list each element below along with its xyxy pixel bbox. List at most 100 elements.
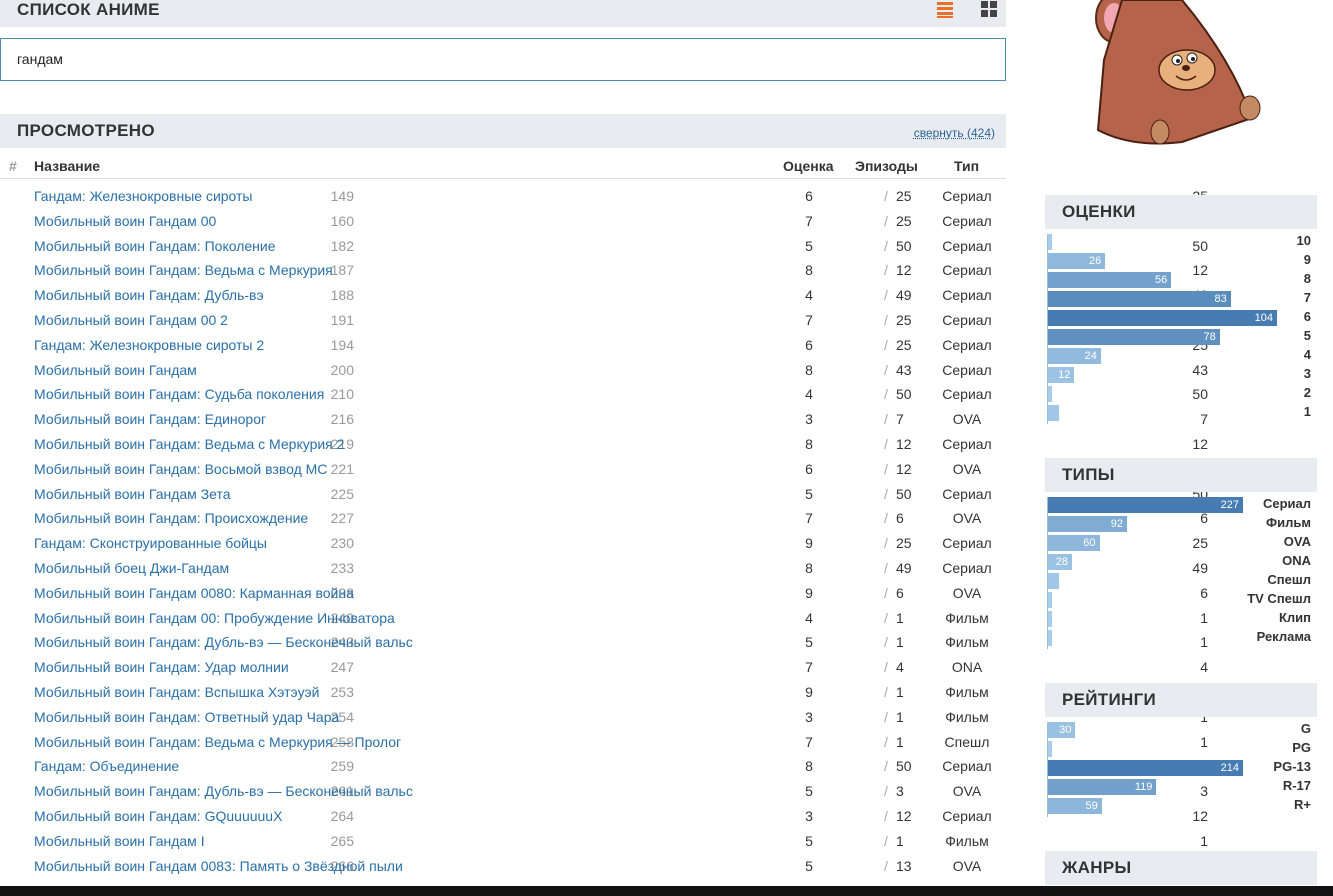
- score: 5: [805, 485, 813, 502]
- bar: [1048, 573, 1060, 589]
- anime-title[interactable]: Мобильный воин Гандам: Дубль-вэ — Бескон…: [34, 634, 413, 651]
- anime-title[interactable]: Гандам: Железнокровные сироты 2: [34, 336, 265, 353]
- episodes-total: 25: [896, 312, 912, 328]
- anime-type: Сериал: [942, 237, 992, 254]
- score: 3: [805, 411, 813, 428]
- episodes-separator: /: [884, 188, 888, 204]
- anime-title[interactable]: Мобильный воин Гандам: Ведьма с Меркурия…: [34, 436, 345, 452]
- bar: 24: [1048, 348, 1101, 364]
- episodes-total: 12: [896, 808, 912, 824]
- bar-label: G: [1300, 721, 1311, 736]
- row-number: 259: [330, 758, 354, 775]
- anime-type: Фильм: [945, 684, 989, 700]
- section-header: ПРОСМОТРЕНО: [0, 114, 1006, 148]
- episodes-separator: /: [884, 708, 888, 725]
- episodes-separator: /: [884, 287, 888, 304]
- anime-title[interactable]: Мобильный воин Гандам: Происхождение: [34, 510, 309, 527]
- bar-label: OVA: [1283, 534, 1311, 549]
- anime-title[interactable]: Мобильный воин Гандам: Ведьма с Меркурия: [34, 262, 333, 279]
- bar-label: R-17: [1282, 778, 1311, 793]
- episodes-total: 4: [896, 659, 904, 676]
- row-number: 240: [330, 609, 354, 626]
- anime-title[interactable]: Мобильный воин Гандам: Дубль-вэ — Бескон…: [34, 783, 413, 800]
- anime-title[interactable]: Мобильный воин Гандам: Ответный удар Чар…: [34, 708, 340, 725]
- axis-line: [1047, 722, 1048, 817]
- anime-title[interactable]: Мобильный воин Гандам: Поколение: [34, 237, 276, 254]
- bar-label: 9: [1303, 252, 1311, 267]
- row-number: 216: [330, 411, 354, 428]
- episodes-total: 3: [896, 783, 904, 800]
- anime-title[interactable]: Мобильный боец Джи-Гандам: [34, 560, 230, 576]
- anime-title[interactable]: Мобильный воин Гандам: Судьба поколения: [34, 386, 325, 403]
- bar-label: Фильм: [1266, 515, 1311, 530]
- anime-title[interactable]: Мобильный воин Гандам: [34, 361, 197, 378]
- anime-title[interactable]: Мобильный воин Гандам: Восьмой взвод МС: [34, 460, 328, 477]
- score: 8: [805, 560, 813, 576]
- panel-header: ЖАНРЫ: [1045, 851, 1317, 885]
- row-number: 253: [330, 684, 354, 700]
- anime-title[interactable]: Мобильный воин Гандам 0080: Карманная во…: [34, 584, 354, 601]
- grid-view-icon[interactable]: [981, 1, 998, 18]
- list-view-icon[interactable]: [936, 1, 954, 19]
- score: 7: [805, 659, 813, 676]
- collapse-link[interactable]: свернуть (424): [913, 126, 995, 140]
- bar-value: 119: [1134, 781, 1153, 793]
- anime-type: Фильм: [945, 609, 989, 626]
- bar: [1048, 592, 1052, 608]
- column-header: Оценка: [783, 158, 834, 174]
- episodes-separator: /: [884, 212, 888, 229]
- bar-value: 104: [1254, 312, 1273, 324]
- episodes-total: 7: [896, 411, 904, 428]
- anime-title[interactable]: Мобильный воин Гандам Зета: [34, 485, 231, 502]
- row-number: 264: [330, 808, 354, 824]
- score: 4: [805, 609, 813, 626]
- episodes-separator: /: [884, 659, 888, 676]
- bar: 78: [1048, 329, 1220, 345]
- row-number: 238: [330, 584, 354, 601]
- search-input[interactable]: гандам: [0, 38, 1006, 81]
- row-number: 266: [330, 857, 354, 874]
- episodes-separator: /: [884, 584, 888, 601]
- anime-title[interactable]: Гандам: Железнокровные сироты: [34, 188, 253, 204]
- list-header: СПИСОК АНИМЕ: [0, 0, 1006, 27]
- bar: 214: [1048, 760, 1243, 776]
- list-title: СПИСОК АНИМЕ: [17, 0, 160, 19]
- anime-title[interactable]: Мобильный воин Гандам: Дубль-вэ: [34, 287, 264, 304]
- episodes-total: 1: [896, 684, 904, 700]
- episodes-separator: /: [884, 336, 888, 353]
- anime-title[interactable]: Мобильный воин Гандам I: [34, 832, 205, 849]
- row-number: 194: [330, 336, 354, 353]
- bar: 12: [1048, 367, 1075, 383]
- anime-title[interactable]: Мобильный воин Гандам: Единорог: [34, 411, 267, 428]
- bar: [1048, 386, 1052, 402]
- anime-title[interactable]: Мобильный воин Гандам: Удар молнии: [34, 659, 289, 676]
- row-number: 200: [330, 361, 354, 378]
- row-number: 227: [330, 510, 354, 527]
- anime-type: Фильм: [945, 832, 989, 849]
- panel-title: РЕЙТИНГИ: [1062, 690, 1157, 709]
- anime-title[interactable]: Мобильный воин Гандам 00 2: [34, 312, 228, 328]
- anime-type: Сериал: [942, 485, 992, 502]
- anime-title[interactable]: Мобильный воин Гандам 0083: Память о Звё…: [34, 857, 403, 874]
- episodes-watched: 50: [1192, 386, 1208, 403]
- anime-title[interactable]: Мобильный воин Гандам: Ведьма с Меркурия…: [34, 733, 402, 750]
- anime-type: Сериал: [942, 386, 992, 403]
- anime-title[interactable]: Гандам: Сконструированные бойцы: [34, 535, 267, 552]
- anime-type: OVA: [952, 460, 982, 477]
- bar-value: 30: [1059, 724, 1072, 736]
- score: 5: [805, 634, 813, 651]
- anime-type: Сериал: [942, 262, 992, 279]
- bar-label: 4: [1303, 347, 1311, 362]
- bar: [1048, 630, 1052, 646]
- episodes-separator: /: [884, 312, 888, 328]
- anime-type: Спешл: [944, 733, 990, 750]
- score: 8: [805, 361, 813, 378]
- anime-title[interactable]: Мобильный воин Гандам 00: [34, 212, 217, 229]
- anime-title[interactable]: Мобильный воин Гандам: GQuuuuuuX: [34, 808, 283, 824]
- score: 5: [805, 237, 813, 254]
- anime-title[interactable]: Мобильный воин Гандам 00: Пробуждение Ин…: [34, 609, 395, 626]
- panel-title: ЖАНРЫ: [1062, 858, 1132, 877]
- anime-title[interactable]: Мобильный воин Гандам: Вспышка Хэтэуэй: [34, 684, 320, 700]
- anime-title[interactable]: Гандам: Объединение: [34, 758, 180, 775]
